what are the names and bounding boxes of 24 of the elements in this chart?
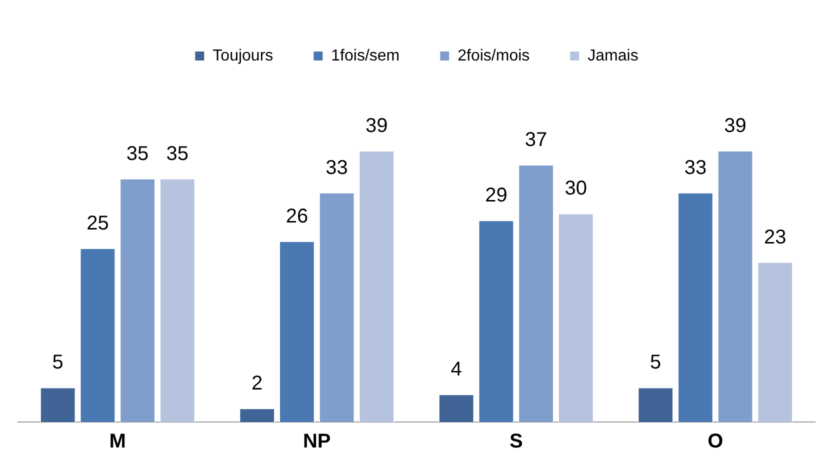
x-tick-label: S bbox=[509, 430, 523, 453]
x-tick-label: NP bbox=[302, 430, 331, 453]
data-label: 23 bbox=[764, 226, 786, 248]
data-label: 2 bbox=[252, 372, 263, 395]
data-label: 35 bbox=[166, 142, 189, 165]
data-label: 4 bbox=[450, 358, 462, 381]
data-label: 37 bbox=[524, 128, 548, 151]
data-label: 39 bbox=[366, 115, 388, 138]
data-label: 26 bbox=[286, 206, 308, 228]
data-label: 30 bbox=[564, 178, 588, 200]
legend-label: 2fois/mois bbox=[458, 47, 530, 64]
data-label: 29 bbox=[485, 184, 508, 207]
legend-label: Toujours bbox=[212, 47, 274, 64]
legend-label: Jamais bbox=[588, 47, 638, 64]
x-tick-label: O bbox=[708, 430, 724, 453]
data-label: 39 bbox=[724, 115, 746, 138]
data-label: 5 bbox=[52, 352, 64, 374]
data-label: 33 bbox=[326, 156, 348, 179]
legend-label: 1fois/sem bbox=[331, 47, 400, 64]
data-label: 25 bbox=[86, 212, 109, 235]
x-tick-label: M bbox=[109, 430, 126, 453]
data-label: 33 bbox=[684, 156, 707, 179]
data-label: 5 bbox=[650, 352, 662, 374]
data-label: 35 bbox=[126, 142, 149, 165]
